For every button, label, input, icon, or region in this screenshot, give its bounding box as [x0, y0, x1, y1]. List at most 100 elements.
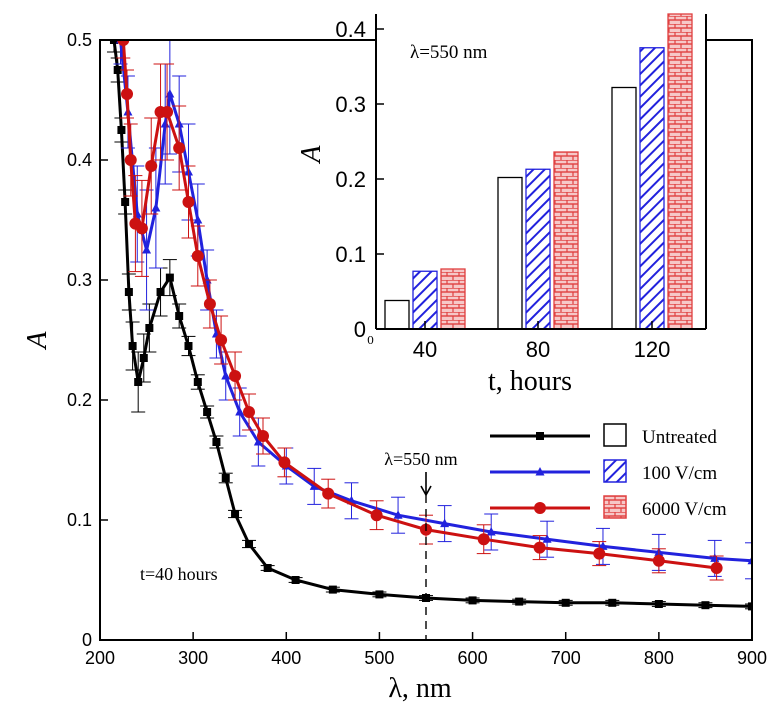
- legend-entry: 100 V/cm: [490, 459, 717, 484]
- data-point: [468, 596, 477, 605]
- legend-entry: 6000 V/cm: [490, 495, 727, 520]
- data-point: [370, 509, 383, 522]
- main-x-axis-title: λ, nm: [388, 673, 452, 704]
- inset-bar: [525, 168, 551, 330]
- data-point: [515, 597, 524, 606]
- y-tick-label: 0.1: [67, 510, 92, 530]
- inset-bar: [639, 47, 665, 330]
- legend-label: Untreated: [642, 427, 717, 448]
- data-point: [145, 324, 154, 332]
- data-point: [117, 126, 126, 134]
- series-6000-v-cm: [116, 40, 724, 581]
- data-point: [253, 437, 263, 446]
- legend-entry: Untreated: [490, 423, 717, 448]
- data-point: [231, 510, 240, 518]
- main-y-axis-title: A: [22, 331, 53, 351]
- series-line: [119, 40, 752, 563]
- data-point: [182, 196, 195, 208]
- data-point: [608, 598, 617, 607]
- data-point: [193, 378, 202, 386]
- data-point: [440, 518, 450, 528]
- time-annotation: t=40 hours: [140, 564, 218, 584]
- y-tick-label: 0.2: [67, 390, 92, 410]
- inset-bar: [667, 13, 693, 330]
- inset-bar: [497, 176, 523, 330]
- data-point: [161, 106, 174, 118]
- x-tick-label: 600: [458, 648, 488, 668]
- data-point: [193, 215, 203, 224]
- data-point: [486, 527, 496, 536]
- legend-bar-swatch: [603, 459, 627, 483]
- main-x-ticks: 200 300 400 500 600 700 800 900: [85, 632, 767, 668]
- data-point: [235, 407, 245, 416]
- data-point: [121, 88, 134, 100]
- legend-label: 100 V/cm: [642, 463, 717, 484]
- data-point: [221, 371, 231, 380]
- series-untreated: [106, 40, 752, 611]
- data-point: [322, 487, 335, 500]
- legend-marker: [535, 467, 545, 476]
- data-point: [533, 541, 546, 554]
- inset-bar: [611, 86, 637, 330]
- data-point: [598, 541, 608, 550]
- data-point: [191, 250, 204, 262]
- y-tick-label: 0.5: [67, 30, 92, 50]
- data-point: [203, 298, 216, 310]
- data-point: [134, 378, 143, 386]
- data-point: [113, 66, 122, 74]
- legend-label: 6000 V/cm: [642, 499, 727, 520]
- inset-x-tick-label: 120: [634, 337, 671, 362]
- data-point: [278, 456, 291, 469]
- data-point: [291, 576, 300, 584]
- inset-x-axis-title: t, hours: [488, 366, 572, 397]
- data-point: [245, 540, 254, 548]
- x-tick-label: 700: [551, 648, 581, 668]
- data-point: [121, 198, 130, 206]
- x-tick-label: 400: [271, 648, 301, 668]
- inset-x-labels: 40 80 120: [413, 321, 671, 362]
- data-point: [393, 510, 403, 519]
- data-point: [124, 154, 137, 166]
- data-point: [257, 430, 269, 442]
- x-tick-label: 300: [178, 648, 208, 668]
- y-tick-label: 0.3: [67, 270, 92, 290]
- data-point: [710, 562, 723, 574]
- data-point: [203, 408, 212, 416]
- data-point: [212, 438, 221, 446]
- legend-marker: [536, 432, 544, 440]
- data-point: [156, 288, 165, 296]
- x-tick-label: 200: [85, 648, 115, 668]
- data-point: [593, 547, 606, 560]
- x-tick-label: 500: [364, 648, 394, 668]
- inset-y-tick-label: 0.1: [335, 242, 366, 267]
- inset-bar: [553, 151, 579, 330]
- inset-y-axis-title: A: [296, 145, 327, 165]
- data-point: [652, 554, 665, 567]
- inset-bar-chart: 0 0.1 0.2 0.3 0.4 40 80 120 0 λ=550 nm t, hour…: [296, 13, 707, 397]
- data-point: [748, 602, 752, 611]
- data-point: [221, 474, 230, 482]
- data-point: [654, 600, 663, 608]
- data-point: [139, 354, 148, 362]
- inset-y-tick-label: 0: [354, 317, 366, 342]
- data-point: [117, 40, 130, 46]
- data-point: [184, 342, 193, 350]
- inset-bar: [440, 268, 466, 330]
- data-point: [215, 334, 228, 346]
- inset-x-tick-label: 80: [526, 337, 550, 362]
- x-tick-label: 800: [644, 648, 674, 668]
- data-point: [135, 222, 148, 235]
- inset-bar: [412, 270, 438, 330]
- data-point: [173, 142, 186, 154]
- legend-bar-swatch: [603, 423, 627, 447]
- inset-y-tick-label: 0.2: [335, 167, 366, 192]
- y-tick-label: 0.4: [67, 150, 92, 170]
- data-point: [477, 533, 490, 546]
- data-point: [165, 273, 174, 282]
- data-point: [542, 534, 552, 543]
- inset-y-tick-label: 0.4: [335, 17, 366, 42]
- data-point: [328, 585, 337, 594]
- data-point: [561, 598, 570, 607]
